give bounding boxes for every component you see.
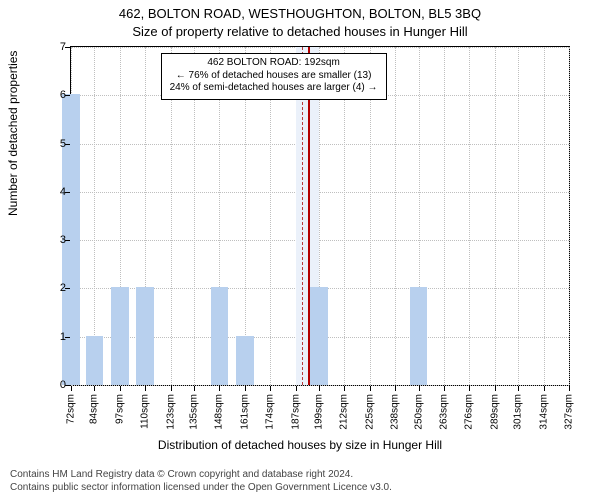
- chart-container: 462, BOLTON ROAD, WESTHOUGHTON, BOLTON, …: [0, 0, 600, 500]
- x-tick-label: 148sqm: [214, 394, 225, 430]
- x-tick-label: 84sqm: [89, 394, 100, 424]
- plot-area: 462 BOLTON ROAD: 192sqm ← 76% of detache…: [70, 46, 570, 386]
- annotation-line-1: 462 BOLTON ROAD: 192sqm: [170, 57, 378, 70]
- x-tick-label: 314sqm: [538, 394, 549, 430]
- x-tick-label: 97sqm: [114, 394, 125, 424]
- footer-line-1: Contains HM Land Registry data © Crown c…: [10, 469, 392, 482]
- x-tick-label: 199sqm: [314, 394, 325, 430]
- y-tick-label: 0: [50, 379, 66, 391]
- footer-line-2: Contains public sector information licen…: [10, 482, 392, 495]
- chart-subtitle: Size of property relative to detached ho…: [0, 24, 600, 39]
- x-tick-label: 238sqm: [390, 394, 401, 430]
- annotation-line-3: 24% of semi-detached houses are larger (…: [170, 82, 378, 95]
- histogram-bar: [211, 287, 228, 385]
- x-tick-label: 327sqm: [564, 394, 575, 430]
- x-tick-label: 250sqm: [413, 394, 424, 430]
- y-tick-label: 2: [50, 282, 66, 294]
- y-tick-label: 3: [50, 234, 66, 246]
- histogram-bar: [310, 287, 327, 385]
- histogram-bar: [111, 287, 128, 385]
- y-tick-label: 7: [50, 41, 66, 53]
- chart-title: 462, BOLTON ROAD, WESTHOUGHTON, BOLTON, …: [0, 6, 600, 21]
- x-axis-label: Distribution of detached houses by size …: [0, 438, 600, 452]
- x-tick-label: 161sqm: [239, 394, 250, 430]
- x-tick-label: 289sqm: [489, 394, 500, 430]
- y-tick-label: 1: [50, 331, 66, 343]
- x-tick-label: 135sqm: [189, 394, 200, 430]
- x-tick-label: 174sqm: [265, 394, 276, 430]
- annotation-box: 462 BOLTON ROAD: 192sqm ← 76% of detache…: [161, 53, 387, 100]
- y-tick-label: 5: [50, 138, 66, 150]
- x-tick-label: 110sqm: [140, 394, 151, 429]
- x-tick-label: 212sqm: [339, 394, 350, 430]
- footer-text: Contains HM Land Registry data © Crown c…: [10, 469, 392, 494]
- x-tick-label: 263sqm: [439, 394, 450, 430]
- x-tick-label: 276sqm: [464, 394, 475, 430]
- y-axis-label: Number of detached properties: [6, 51, 20, 216]
- x-tick-label: 187sqm: [290, 394, 301, 430]
- y-tick-label: 6: [50, 89, 66, 101]
- x-tick-label: 301sqm: [513, 394, 524, 430]
- x-tick-label: 225sqm: [364, 394, 375, 430]
- annotation-line-2: ← 76% of detached houses are smaller (13…: [170, 70, 378, 83]
- histogram-bar: [410, 287, 427, 385]
- y-tick-label: 4: [50, 186, 66, 198]
- histogram-bar: [86, 336, 103, 385]
- x-tick-label: 123sqm: [165, 394, 176, 430]
- histogram-bar: [136, 287, 153, 385]
- histogram-bar: [236, 336, 253, 385]
- x-tick-label: 72sqm: [66, 394, 77, 424]
